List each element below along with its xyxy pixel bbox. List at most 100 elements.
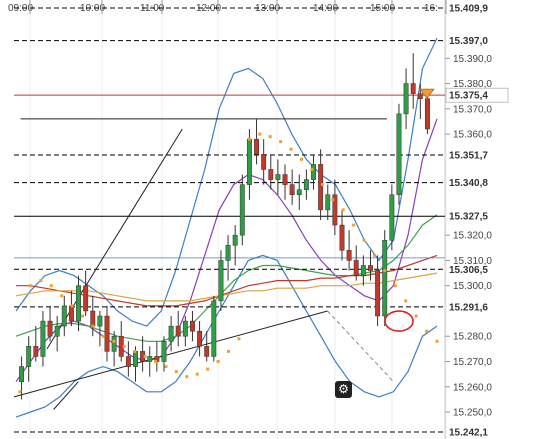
price-level-label: 15.351,7: [449, 151, 488, 162]
sar-dot: [372, 253, 376, 257]
sar-dot: [174, 370, 178, 374]
y-tick-label: 15.250,0: [453, 408, 492, 419]
y-tick-label: 15.270,0: [453, 357, 492, 368]
gear-icon[interactable]: ⚙: [335, 381, 352, 398]
candle-body: [218, 260, 224, 302]
sar-dot: [216, 360, 220, 364]
sar-dot: [39, 279, 43, 283]
price-level-label: 15.306,5: [449, 265, 488, 276]
candle-body: [47, 320, 53, 337]
price-level-label: 15.327,5: [449, 212, 488, 223]
sar-dot: [133, 349, 137, 353]
candle-body: [246, 138, 252, 185]
sar-dot: [28, 284, 32, 288]
candle-body: [375, 270, 381, 317]
sar-dot: [49, 284, 53, 288]
price-level-label: 15.242,1: [449, 428, 488, 439]
y-tick-label: 15.280,0: [453, 332, 492, 343]
candle-body: [204, 346, 210, 357]
candle-body: [311, 164, 316, 180]
sar-dot: [70, 304, 74, 308]
sar-dot: [18, 390, 22, 394]
candle-body: [161, 341, 167, 362]
candle-body: [360, 265, 366, 276]
sar-dot: [122, 344, 126, 348]
y-tick-label: 15.310,0: [453, 256, 492, 267]
overlay-line-moving_average: [15, 214, 438, 342]
candle-body: [68, 305, 74, 322]
candle-body: [168, 325, 174, 342]
candle-body: [403, 83, 409, 115]
sar-dot: [425, 329, 429, 333]
candle-body: [111, 335, 117, 352]
candle-body: [211, 300, 217, 357]
candle-body: [396, 113, 402, 195]
trend-line: [13, 310, 328, 398]
sar-dot: [81, 314, 85, 318]
candle-body: [275, 174, 281, 180]
candle-body: [303, 179, 309, 190]
sar-dot: [393, 284, 397, 288]
low-highlight-ellipse: [384, 310, 414, 332]
candle-body: [346, 250, 352, 261]
sar-dot: [341, 208, 345, 212]
candle-body: [353, 260, 359, 276]
sar-dot: [414, 314, 418, 318]
candle-body: [318, 164, 324, 211]
candle-body: [76, 285, 81, 322]
sar-dot: [383, 269, 387, 273]
sar-dot: [101, 334, 105, 338]
sar-dot: [362, 238, 366, 242]
y-tick-label: 15.360,0: [453, 130, 492, 141]
price-level-label: 15.340,8: [449, 178, 488, 189]
candle-body: [19, 366, 25, 382]
y-tick-label: 15.320,0: [453, 231, 492, 242]
sar-dot: [112, 339, 116, 343]
candle-body: [289, 184, 295, 195]
y-tick-label: 15.300,0: [453, 281, 492, 292]
sar-dot: [258, 132, 262, 136]
sar-dot: [195, 372, 199, 376]
candle-body: [254, 138, 259, 155]
candle-body: [368, 265, 373, 271]
sar-dot: [310, 167, 314, 171]
sar-dot: [404, 299, 408, 303]
trend-line: [53, 381, 79, 410]
sar-dot: [227, 349, 230, 353]
sar-dot: [247, 137, 251, 141]
y-tick-label: 15.380,0: [453, 79, 492, 90]
candle-body: [225, 245, 231, 261]
price-axis-bg: [445, 0, 540, 439]
price-level-label: 15.397,0: [449, 36, 488, 47]
candle-body: [61, 305, 67, 327]
candle-body: [147, 356, 153, 362]
candle-body: [282, 174, 288, 185]
price-level-label: 15.291,6: [449, 302, 488, 313]
price-level-label: 15.409,9: [449, 4, 488, 15]
current-price-marker: [419, 88, 435, 99]
overlay-line-bollinger_lower: [15, 254, 438, 418]
candle-body: [26, 346, 32, 367]
sar-dot: [164, 365, 168, 369]
y-tick-label: 15.260,0: [453, 382, 492, 393]
time-tick-label: 13:00: [255, 3, 280, 14]
candle-body: [40, 320, 46, 357]
trend-line: [327, 310, 394, 383]
sar-dot: [289, 147, 293, 151]
candle-body: [104, 315, 110, 352]
sar-dot: [154, 360, 158, 364]
sar-dot: [91, 324, 95, 328]
time-tick-label: 09:00: [8, 3, 33, 14]
candle-body: [175, 325, 181, 337]
candle-body: [382, 239, 388, 317]
candle-body: [268, 169, 274, 180]
sar-dot: [331, 198, 335, 202]
sar-dot: [268, 135, 272, 139]
sar-dot: [60, 294, 64, 298]
candle-body: [424, 98, 430, 130]
candle-body: [239, 184, 245, 236]
candle-body: [232, 234, 238, 246]
candle-body: [190, 320, 195, 332]
price-level-label: 15.375,4: [449, 91, 488, 102]
sar-dot: [206, 367, 210, 371]
